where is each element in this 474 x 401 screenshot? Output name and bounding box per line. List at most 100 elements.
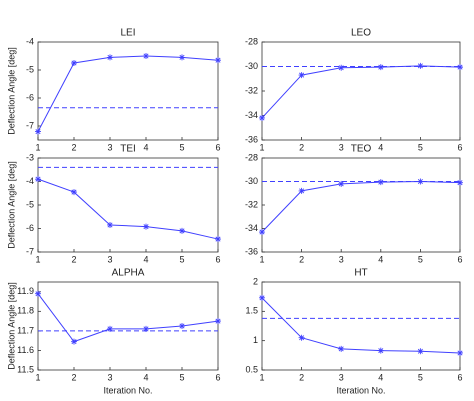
x-axis-label: Iteration No. — [336, 385, 385, 395]
data-line — [261, 65, 461, 119]
x-tick-label: 4 — [378, 372, 383, 382]
data-marker — [259, 229, 265, 236]
y-tick-label: -34 — [245, 223, 258, 233]
data-marker — [143, 325, 149, 332]
x-tick-label: 6 — [457, 254, 462, 264]
x-tick-label: 1 — [35, 372, 40, 382]
subplot: ALPHA 11.5 11.6 11.7 11.8 11.9 1 2 3 4 5 6 Deflectio… — [6, 268, 221, 395]
data-marker — [457, 349, 463, 356]
data-marker — [71, 189, 77, 196]
subplot-title: HT — [354, 268, 367, 279]
x-tick-label: 4 — [378, 254, 383, 264]
y-tick-label: 11.5 — [17, 364, 34, 374]
y-tick-label: 11.7 — [17, 325, 34, 335]
y-tick-label: -4 — [26, 176, 34, 186]
y-tick-label: -32 — [245, 199, 258, 209]
x-tick-label: 3 — [339, 142, 344, 152]
data-marker — [107, 54, 113, 61]
data-line — [37, 55, 219, 132]
x-tick-label: 3 — [339, 372, 344, 382]
data-marker — [298, 334, 305, 341]
x-tick-label: 2 — [299, 372, 304, 382]
y-tick-label: -30 — [245, 61, 258, 71]
y-axis-label: Deflection Angle [deg] — [6, 161, 16, 249]
x-tick-label: 5 — [179, 254, 184, 264]
y-tick-label: 1 — [253, 335, 258, 345]
plot-frame — [37, 41, 219, 141]
data-marker — [35, 128, 41, 135]
data-marker — [179, 227, 185, 234]
plot-frame — [261, 157, 461, 253]
y-tick-label: -6 — [26, 92, 34, 102]
plot-frame — [37, 157, 219, 253]
data-marker — [298, 187, 305, 194]
data-marker — [215, 318, 221, 325]
data-marker — [107, 325, 113, 332]
data-marker — [457, 64, 463, 71]
data-marker — [298, 72, 305, 79]
data-marker — [417, 178, 424, 185]
data-marker — [143, 53, 149, 59]
data-marker — [457, 179, 463, 186]
x-tick-label: 5 — [418, 254, 423, 264]
x-tick-label: 5 — [418, 372, 423, 382]
data-line — [37, 178, 219, 240]
data-marker — [35, 290, 41, 297]
y-tick-label: -7 — [26, 246, 34, 256]
x-tick-label: 2 — [299, 142, 304, 152]
y-tick-label: -3 — [26, 152, 34, 162]
subplot-title: TEI — [120, 144, 136, 155]
y-tick-label: 2 — [253, 276, 258, 286]
data-line — [37, 293, 219, 343]
data-marker — [338, 180, 345, 187]
plot-frame — [37, 281, 219, 371]
x-tick-label: 1 — [35, 142, 40, 152]
data-marker — [215, 236, 221, 243]
y-tick-label: -28 — [245, 152, 258, 162]
x-tick-label: 3 — [107, 254, 112, 264]
subplot: LEI -4 -5 -6 -7 1 2 3 4 5 6 Deflection Angle [deg] — [6, 28, 221, 152]
y-tick-label: -32 — [245, 85, 258, 95]
y-tick-label: -28 — [245, 36, 258, 46]
subplot: LEO -28 -30 -32 -34 -361 2 3 4 5 6 — [245, 28, 463, 152]
x-tick-label: 2 — [71, 142, 76, 152]
y-tick-label: 11.6 — [17, 345, 34, 355]
x-tick-label: 5 — [418, 142, 423, 152]
x-tick-label: 4 — [143, 372, 148, 382]
y-tick-label: -6 — [26, 223, 34, 233]
x-tick-label: 4 — [143, 142, 148, 152]
x-tick-label: 3 — [107, 142, 112, 152]
data-marker — [338, 345, 345, 352]
x-tick-label: 2 — [71, 372, 76, 382]
data-marker — [215, 57, 221, 64]
data-marker — [259, 114, 265, 121]
x-tick-label: 5 — [179, 372, 184, 382]
subplot-title: ALPHA — [112, 268, 145, 279]
data-marker — [179, 54, 185, 61]
x-tick-label: 3 — [107, 372, 112, 382]
data-marker — [338, 64, 345, 71]
data-marker — [107, 221, 113, 228]
y-tick-label: -4 — [26, 36, 34, 46]
data-line — [261, 180, 461, 233]
x-axis-label: Iteration No. — [103, 385, 152, 395]
y-tick-label: 11.9 — [17, 286, 34, 296]
data-line — [261, 297, 461, 354]
plot-frame — [261, 281, 461, 371]
x-tick-label: 6 — [215, 142, 220, 152]
y-tick-label: -36 — [245, 246, 258, 256]
subplot-title: LEI — [120, 28, 135, 39]
x-tick-label: 6 — [215, 372, 220, 382]
x-tick-label: 1 — [259, 254, 264, 264]
data-marker — [35, 176, 41, 183]
x-tick-label: 4 — [378, 142, 383, 152]
data-marker — [259, 294, 265, 301]
data-marker — [71, 338, 77, 345]
data-marker — [377, 347, 384, 354]
data-marker — [377, 179, 384, 186]
y-tick-label: -30 — [245, 176, 258, 186]
data-marker — [417, 62, 424, 69]
x-tick-label: 6 — [215, 254, 220, 264]
